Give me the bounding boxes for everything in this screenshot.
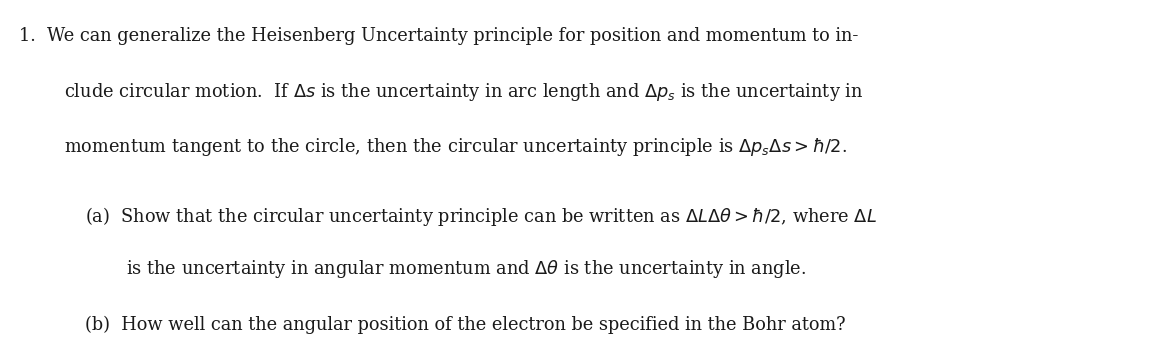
Text: momentum tangent to the circle, then the circular uncertainty principle is $\Del: momentum tangent to the circle, then the… bbox=[64, 136, 848, 159]
Text: (a)  Show that the circular uncertainty principle can be written as $\Delta L \D: (a) Show that the circular uncertainty p… bbox=[85, 205, 877, 228]
Text: (b)  How well can the angular position of the electron be specified in the Bohr : (b) How well can the angular position of… bbox=[85, 315, 845, 333]
Text: is the uncertainty in angular momentum and $\Delta\theta$ is the uncertainty in : is the uncertainty in angular momentum a… bbox=[126, 258, 806, 280]
Text: 1.  We can generalize the Heisenberg Uncertainty principle for position and mome: 1. We can generalize the Heisenberg Unce… bbox=[19, 27, 858, 45]
Text: clude circular motion.  If $\Delta s$ is the uncertainty in arc length and $\Del: clude circular motion. If $\Delta s$ is … bbox=[64, 81, 864, 103]
